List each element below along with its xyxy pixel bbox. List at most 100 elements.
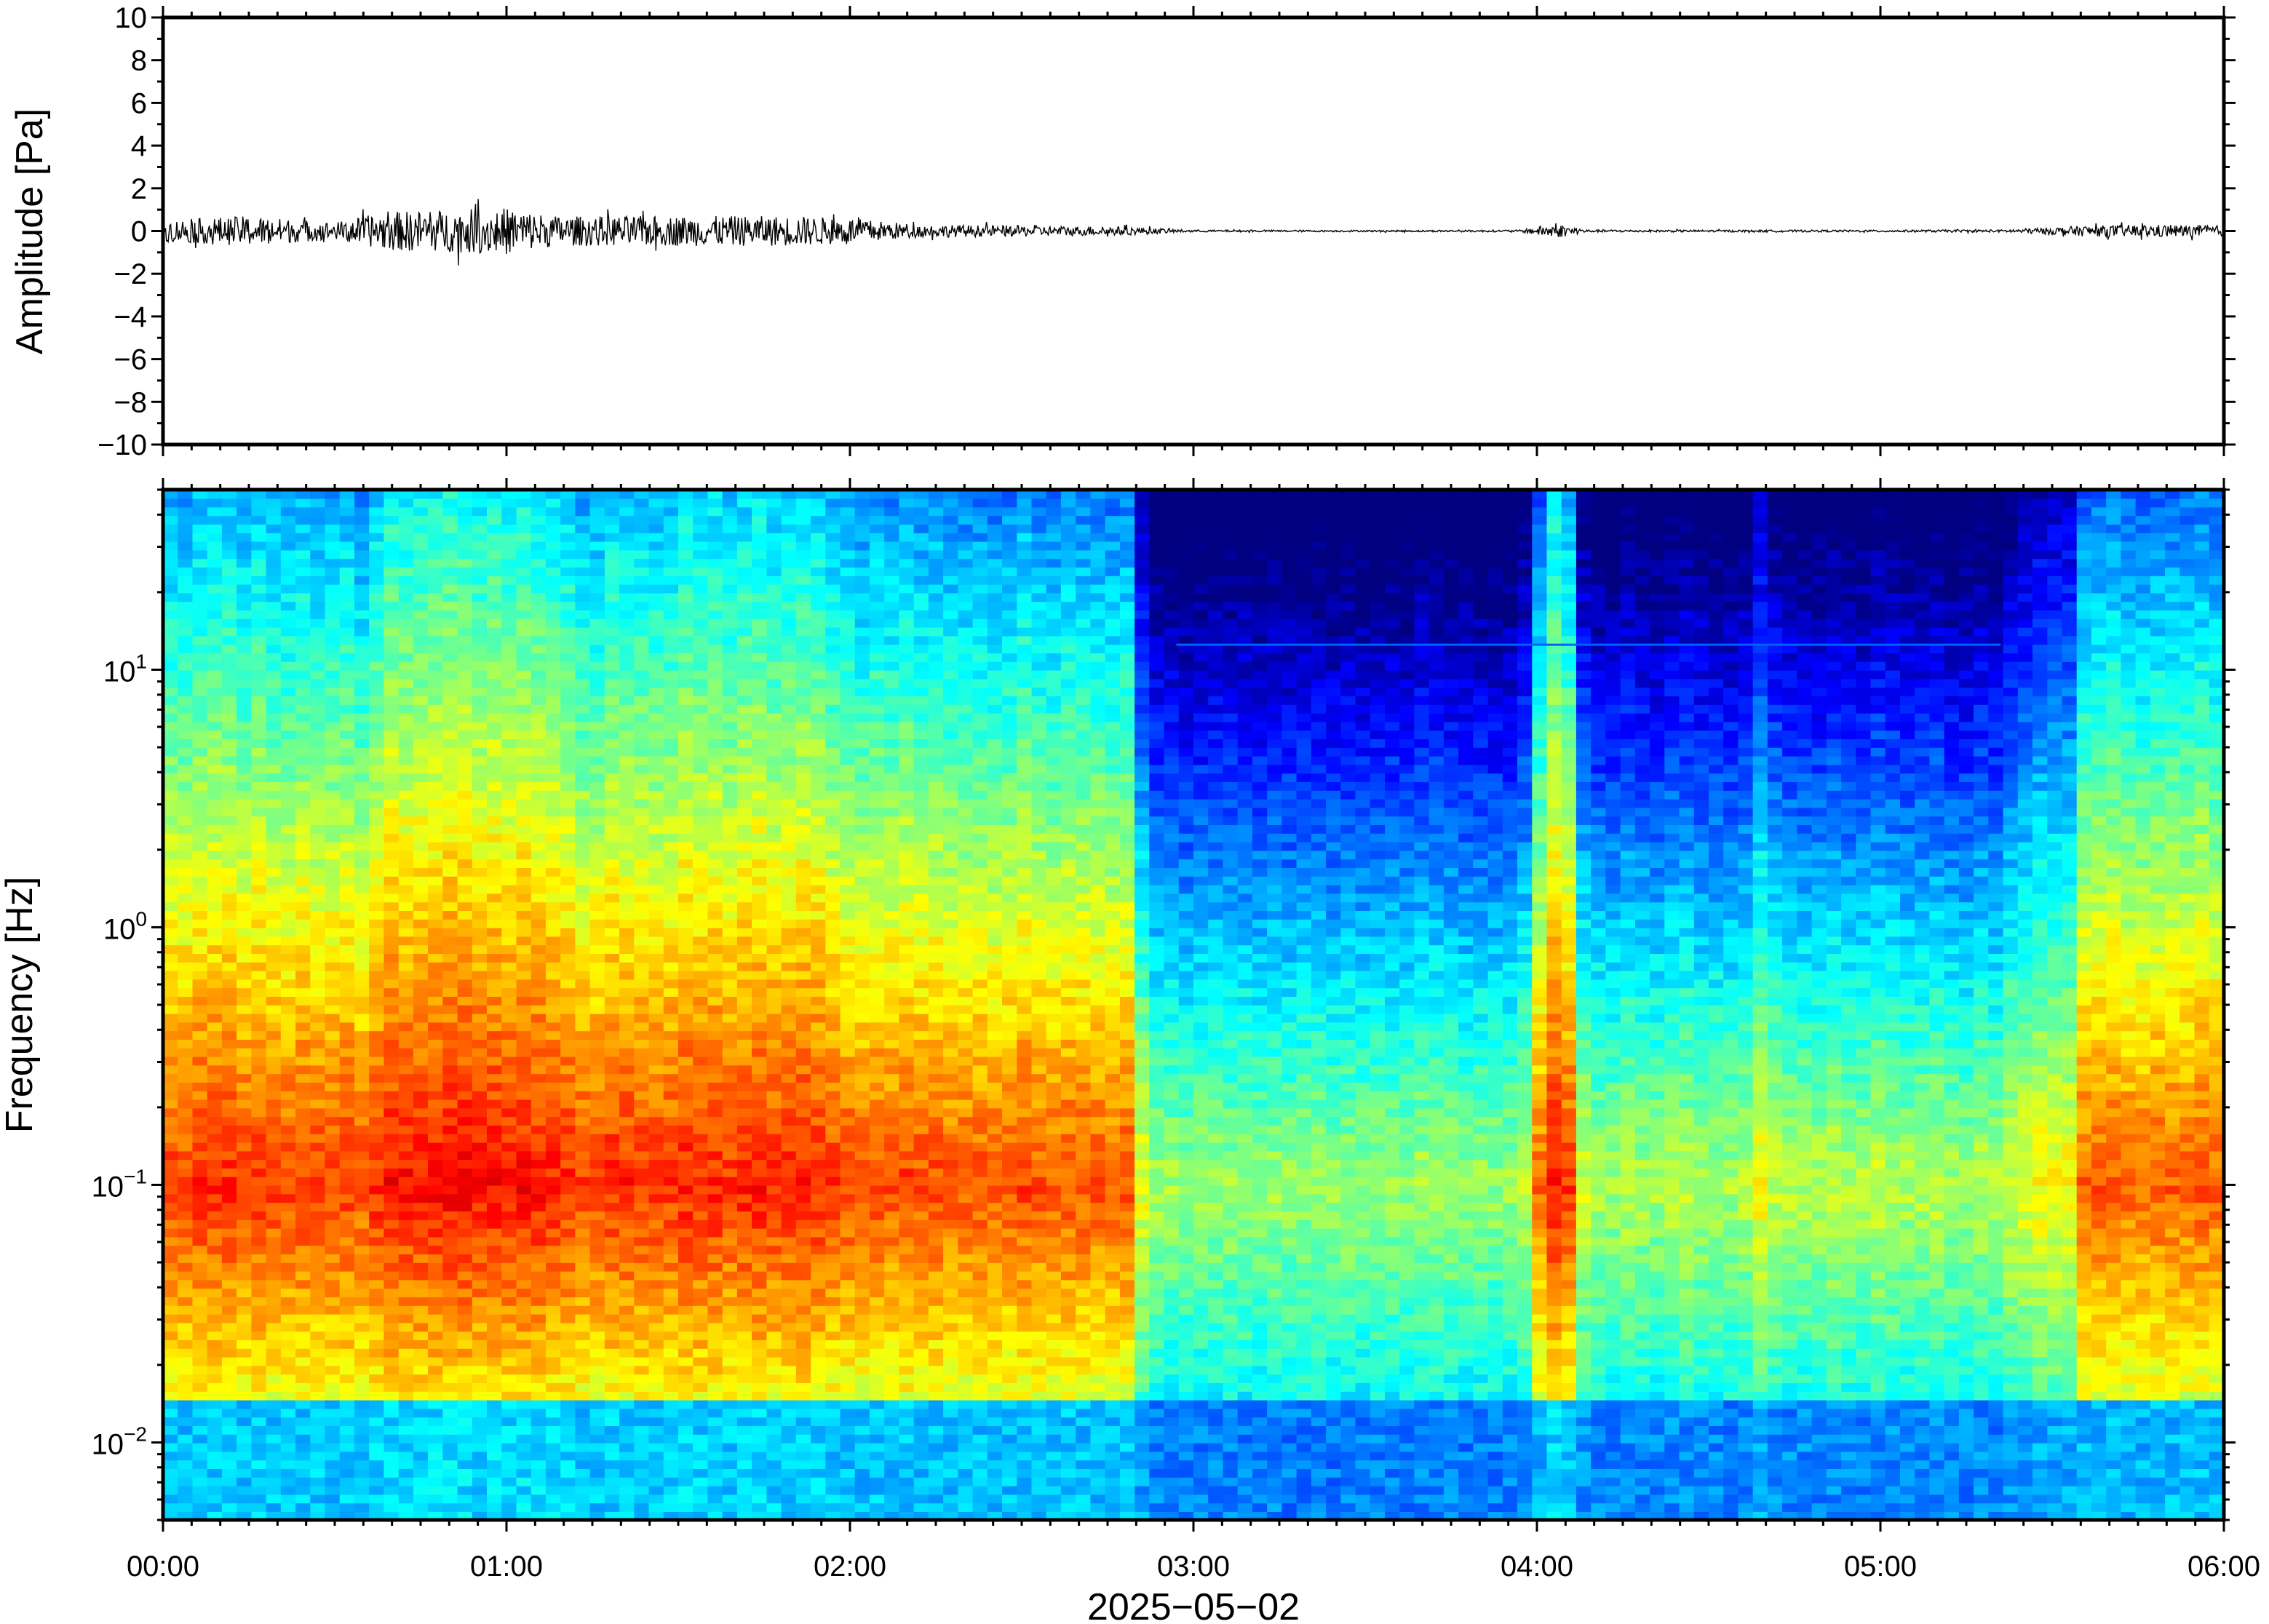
spectrogram-cell [545, 987, 561, 997]
spectrogram-cell [722, 970, 738, 980]
spectrogram-cell [560, 635, 576, 645]
spectrogram-cell [192, 506, 208, 517]
spectrogram-cell [516, 1408, 532, 1418]
spectrogram-cell [516, 1202, 532, 1211]
spectrogram-cell [516, 1073, 532, 1083]
spectrogram-cell [634, 1356, 650, 1366]
spectrogram-cell [722, 1460, 738, 1469]
spectrogram-cell [560, 1202, 576, 1211]
spectrogram-cell [266, 1408, 282, 1418]
spectrogram-cell [295, 910, 311, 920]
spectrogram-cell [501, 1297, 517, 1306]
spectrogram-cell [589, 1150, 605, 1161]
spectrogram-cell [575, 1099, 591, 1109]
spectrogram-cell [428, 1382, 444, 1392]
spectrogram-cell [384, 1005, 400, 1014]
spectrogram-cell [266, 1399, 282, 1409]
spectrogram-cell [295, 893, 311, 903]
spectrogram-cell [384, 1177, 400, 1186]
spectrogram-cell [560, 696, 576, 705]
spectrogram-cell [545, 739, 561, 748]
spectrogram-cell [354, 1193, 370, 1203]
spectrogram-cell [428, 764, 444, 774]
spectrogram-cell [766, 1442, 782, 1452]
spectrogram-cell [428, 807, 444, 817]
spectrogram-cell [752, 747, 768, 757]
spectrogram-cell [251, 841, 267, 851]
spectrogram-cell [280, 506, 296, 517]
spectrogram-cell [634, 661, 650, 671]
spectrogram-cell [428, 1365, 444, 1375]
spectrogram-cell [221, 1064, 237, 1075]
spectrogram-cell [237, 1227, 253, 1238]
spectrogram-cell [545, 1297, 561, 1306]
spectrogram-cell [693, 773, 709, 782]
spectrogram-cell [707, 533, 723, 542]
spectrogram-cell [663, 515, 679, 525]
spectrogram-cell [634, 987, 650, 997]
spectrogram-cell [766, 1091, 782, 1100]
spectrogram-cell [648, 936, 664, 946]
spectrogram-cell [384, 549, 400, 560]
spectrogram-cell [634, 626, 650, 637]
spectrogram-cell [648, 824, 664, 834]
spectrogram-cell [251, 1227, 267, 1238]
spectrogram-cell [545, 1485, 561, 1495]
spectrogram-cell [221, 773, 237, 782]
spectrogram-cell [178, 884, 194, 894]
spectrogram-cell [237, 833, 253, 843]
spectrogram-cell [354, 1168, 370, 1177]
spectrogram-cell [163, 576, 178, 585]
spectrogram-cell [221, 996, 237, 1006]
spectrogram-cell [575, 1468, 591, 1478]
spectrogram-cell [339, 1270, 355, 1281]
spectrogram-cell [295, 696, 311, 705]
spectrogram-cell [531, 901, 547, 911]
spectrogram-cell [428, 1468, 444, 1478]
spectrogram-cell [501, 1468, 517, 1478]
spectrogram-cell [413, 1356, 429, 1366]
spectrogram-cell [310, 739, 326, 748]
spectrogram-cell [295, 704, 311, 714]
spectrogram-cell [237, 919, 253, 928]
spectrogram-cell [516, 1177, 532, 1186]
spectrogram-cell [339, 884, 355, 894]
spectrogram-cell [178, 687, 194, 696]
spectrogram-cell [560, 1022, 576, 1032]
spectrogram-cell [693, 1082, 709, 1091]
spectrogram-cell [457, 781, 473, 791]
spectrogram-cell [604, 669, 620, 680]
spectrogram-cell [192, 644, 208, 653]
spectrogram-cell [295, 1408, 311, 1418]
spectrogram-cell [237, 1211, 253, 1220]
spectrogram-cell [384, 1030, 400, 1040]
spectrogram-cell [369, 576, 385, 585]
spectrogram-cell [722, 893, 738, 903]
spectrogram-cell [693, 635, 709, 645]
spectrogram-cell [531, 1374, 547, 1383]
spectrogram-cell [384, 1288, 400, 1297]
spectrogram-cell [752, 1236, 768, 1246]
spectrogram-cell [178, 987, 194, 997]
spectrogram-cell [487, 876, 502, 885]
spectrogram-cell [251, 1030, 267, 1040]
spectrogram-cell [752, 1039, 768, 1048]
spectrogram-cell [472, 859, 488, 868]
spectrogram-cell [575, 1417, 591, 1426]
spectrogram-cell [634, 1202, 650, 1211]
spectrogram-cell [531, 1340, 547, 1349]
spectrogram-cell [428, 1434, 444, 1444]
spectrogram-cell [736, 1022, 752, 1032]
spectrogram-cell [266, 1356, 282, 1366]
spectrogram-cell [207, 515, 223, 525]
spectrogram-cell [251, 730, 267, 739]
spectrogram-cell [707, 721, 723, 731]
spectrogram-cell [398, 567, 414, 576]
spectrogram-cell [192, 1313, 208, 1324]
spectrogram-cell [766, 1477, 782, 1486]
spectrogram-cell [207, 1142, 223, 1152]
spectrogram-cell [545, 592, 561, 602]
spectrogram-cell [280, 721, 296, 731]
spectrogram-cell [354, 1374, 370, 1383]
spectrogram-cell [295, 1091, 311, 1100]
